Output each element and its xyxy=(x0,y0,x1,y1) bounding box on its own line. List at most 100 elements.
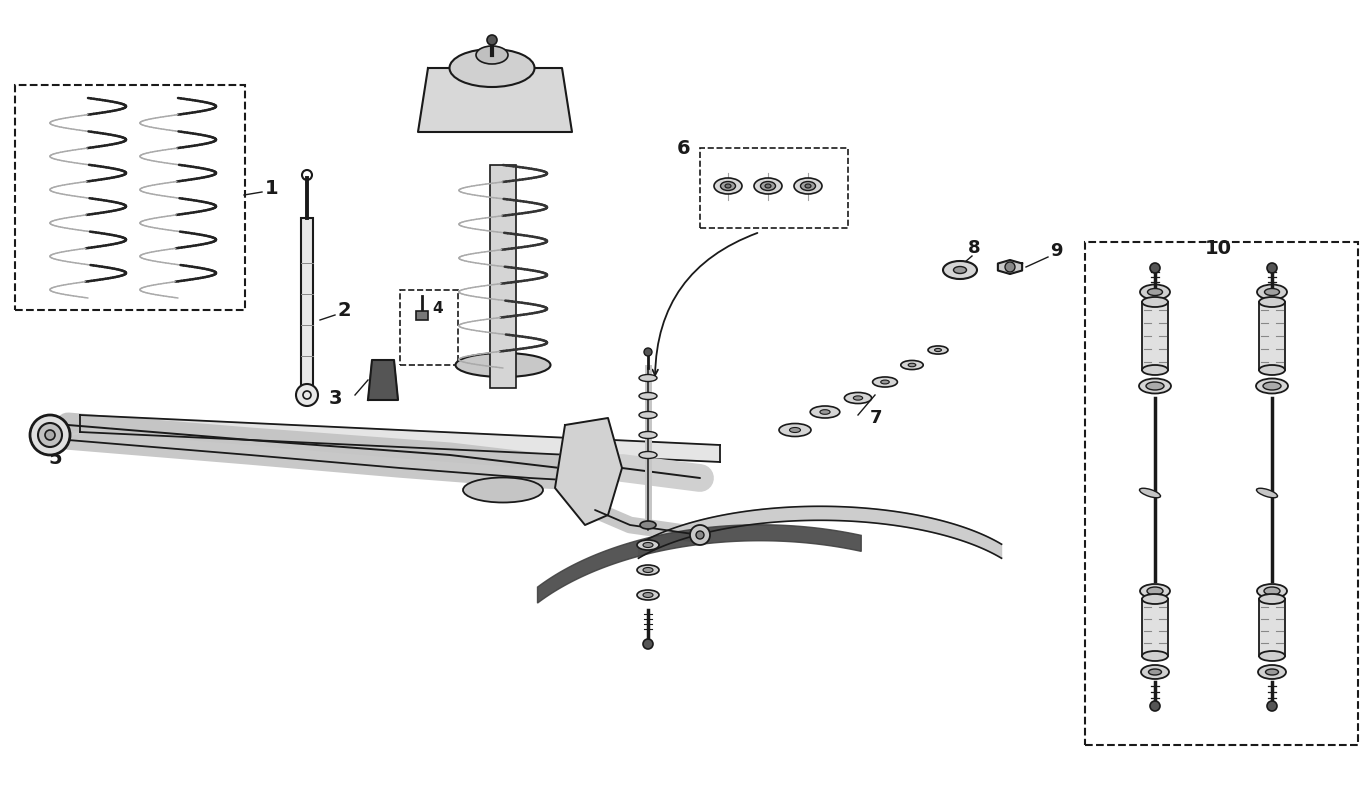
Ellipse shape xyxy=(713,178,742,194)
Text: 8: 8 xyxy=(969,239,981,257)
Ellipse shape xyxy=(720,182,735,190)
Bar xyxy=(1259,302,1286,370)
Ellipse shape xyxy=(779,423,811,437)
Ellipse shape xyxy=(873,377,897,387)
Ellipse shape xyxy=(1147,289,1162,295)
Text: 4: 4 xyxy=(432,301,443,316)
Ellipse shape xyxy=(639,412,657,419)
Circle shape xyxy=(45,430,55,440)
Ellipse shape xyxy=(456,353,550,377)
Circle shape xyxy=(487,35,497,45)
Bar xyxy=(401,290,458,365)
Ellipse shape xyxy=(908,364,916,367)
Polygon shape xyxy=(538,525,862,603)
Ellipse shape xyxy=(1257,584,1287,598)
Ellipse shape xyxy=(639,452,657,459)
Ellipse shape xyxy=(1142,594,1168,604)
Text: 3: 3 xyxy=(328,389,342,408)
Ellipse shape xyxy=(639,375,657,382)
Ellipse shape xyxy=(760,182,775,190)
Ellipse shape xyxy=(637,590,659,600)
Ellipse shape xyxy=(1147,587,1163,595)
Ellipse shape xyxy=(637,540,659,550)
Ellipse shape xyxy=(1265,289,1280,295)
Bar xyxy=(1259,599,1286,656)
Ellipse shape xyxy=(844,393,871,404)
Ellipse shape xyxy=(1259,365,1286,375)
Ellipse shape xyxy=(901,360,923,370)
Text: 1: 1 xyxy=(265,179,279,198)
Ellipse shape xyxy=(794,178,822,194)
Ellipse shape xyxy=(639,521,656,529)
Ellipse shape xyxy=(1148,669,1162,675)
Ellipse shape xyxy=(1255,379,1288,394)
Ellipse shape xyxy=(1140,284,1170,300)
Polygon shape xyxy=(80,415,720,462)
Circle shape xyxy=(1150,263,1159,273)
Ellipse shape xyxy=(881,380,889,384)
Ellipse shape xyxy=(1258,665,1286,679)
Ellipse shape xyxy=(1259,651,1286,661)
Ellipse shape xyxy=(766,184,771,188)
Circle shape xyxy=(1150,701,1159,711)
Ellipse shape xyxy=(755,178,782,194)
Ellipse shape xyxy=(1142,297,1168,307)
Bar xyxy=(1085,242,1358,745)
Bar xyxy=(300,218,313,390)
Ellipse shape xyxy=(927,346,948,354)
Ellipse shape xyxy=(811,406,840,418)
Polygon shape xyxy=(638,506,1002,558)
Ellipse shape xyxy=(643,593,653,597)
Ellipse shape xyxy=(1140,584,1170,598)
Text: 5: 5 xyxy=(48,449,62,467)
Bar xyxy=(490,165,516,388)
Circle shape xyxy=(696,531,704,539)
Ellipse shape xyxy=(476,46,508,64)
Ellipse shape xyxy=(805,184,811,188)
Bar xyxy=(700,148,848,228)
Text: 9: 9 xyxy=(1050,242,1062,260)
Ellipse shape xyxy=(450,49,535,87)
Ellipse shape xyxy=(1142,365,1168,375)
Ellipse shape xyxy=(954,267,966,274)
Circle shape xyxy=(643,348,652,356)
Ellipse shape xyxy=(789,427,800,433)
Ellipse shape xyxy=(1259,297,1286,307)
Ellipse shape xyxy=(1140,488,1161,497)
Ellipse shape xyxy=(820,410,830,414)
Polygon shape xyxy=(368,360,398,400)
Circle shape xyxy=(1266,701,1277,711)
Ellipse shape xyxy=(1142,665,1169,679)
Ellipse shape xyxy=(943,261,977,279)
Ellipse shape xyxy=(1142,651,1168,661)
Ellipse shape xyxy=(639,431,657,438)
Ellipse shape xyxy=(934,349,941,352)
Circle shape xyxy=(296,384,318,406)
Ellipse shape xyxy=(462,478,543,503)
Circle shape xyxy=(38,423,62,447)
Bar xyxy=(416,311,428,320)
Circle shape xyxy=(643,639,653,649)
Ellipse shape xyxy=(1139,379,1170,394)
Text: 2: 2 xyxy=(338,301,351,320)
Ellipse shape xyxy=(1257,284,1287,300)
Circle shape xyxy=(30,415,70,455)
Text: 10: 10 xyxy=(1205,238,1232,257)
Ellipse shape xyxy=(637,565,659,575)
Ellipse shape xyxy=(800,182,815,190)
Ellipse shape xyxy=(1265,669,1279,675)
Ellipse shape xyxy=(724,184,731,188)
Text: 7: 7 xyxy=(870,409,882,427)
Bar xyxy=(1142,599,1168,656)
Ellipse shape xyxy=(1146,382,1163,390)
Ellipse shape xyxy=(1259,594,1286,604)
Circle shape xyxy=(1006,262,1015,272)
Ellipse shape xyxy=(643,542,653,548)
Text: 6: 6 xyxy=(676,139,690,157)
Ellipse shape xyxy=(1264,382,1281,390)
Ellipse shape xyxy=(643,567,653,572)
Polygon shape xyxy=(997,260,1022,274)
Polygon shape xyxy=(418,68,572,132)
Ellipse shape xyxy=(1264,587,1280,595)
Ellipse shape xyxy=(1257,488,1277,497)
